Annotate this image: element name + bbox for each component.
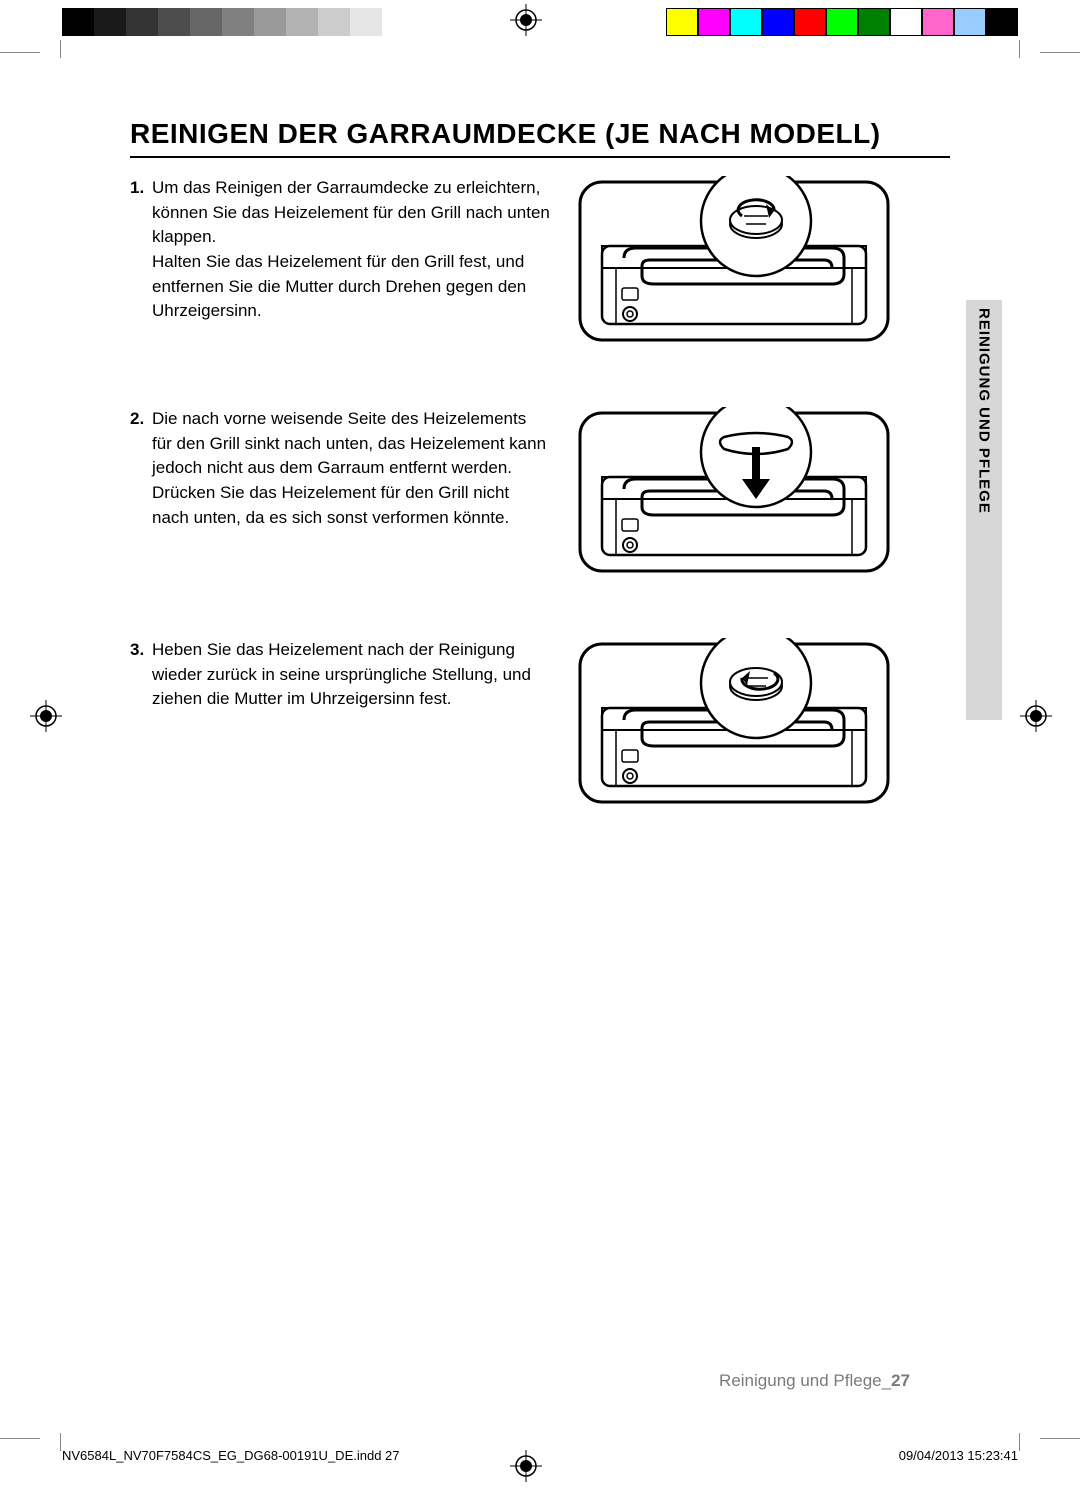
gray-swatch <box>286 8 318 36</box>
gray-swatch <box>382 8 414 36</box>
gray-swatch <box>222 8 254 36</box>
instruction-step: 1.Um das Reinigen der Garraumdecke zu er… <box>130 176 950 351</box>
instruction-step: 3.Heben Sie das Heizelement nach der Rei… <box>130 638 950 813</box>
imprint-date: 09/04/2013 15:23:41 <box>899 1448 1018 1463</box>
color-swatch <box>954 8 986 36</box>
step-text: Heben Sie das Heizelement nach der Reini… <box>152 638 550 712</box>
footer-section-label: Reinigung und Pflege_27 <box>719 1371 910 1391</box>
step-text: Um das Reinigen der Garraumdecke zu erle… <box>152 176 550 324</box>
color-swatch <box>858 8 890 36</box>
step-figure <box>574 176 894 351</box>
crop-mark <box>1019 40 1020 58</box>
page-title: REINIGEN DER GARRAUMDECKE (JE NACH MODEL… <box>130 118 950 158</box>
step-number: 3. <box>130 638 152 663</box>
step-figure <box>574 407 894 582</box>
step-number: 1. <box>130 176 152 201</box>
color-swatch <box>986 8 1018 36</box>
step-text: Die nach vorne weisende Seite des Heizel… <box>152 407 550 530</box>
registration-mark-icon <box>30 700 62 732</box>
color-swatch <box>730 8 762 36</box>
imprint-line: NV6584L_NV70F7584CS_EG_DG68-00191U_DE.in… <box>62 1448 1018 1463</box>
step-figure <box>574 638 894 813</box>
crop-mark <box>1040 1438 1080 1439</box>
gray-swatch <box>254 8 286 36</box>
crop-mark <box>0 1438 40 1439</box>
section-tab: REINIGUNG UND PFLEGE <box>966 300 1002 720</box>
gray-swatch <box>350 8 382 36</box>
crop-mark <box>60 1433 61 1451</box>
crop-mark <box>1019 1433 1020 1451</box>
crop-mark <box>0 52 40 53</box>
crop-mark <box>60 40 61 58</box>
gray-swatch <box>318 8 350 36</box>
gray-swatch <box>94 8 126 36</box>
imprint-file: NV6584L_NV70F7584CS_EG_DG68-00191U_DE.in… <box>62 1448 400 1463</box>
registration-mark-icon <box>510 4 542 36</box>
gray-swatch <box>158 8 190 36</box>
gray-swatch <box>126 8 158 36</box>
page: REINIGUNG UND PFLEGE REINIGEN DER GARRAU… <box>0 0 1080 1491</box>
color-swatch <box>762 8 794 36</box>
color-swatch <box>922 8 954 36</box>
registration-mark-icon <box>1020 700 1052 732</box>
color-swatch <box>698 8 730 36</box>
gray-swatch <box>190 8 222 36</box>
color-swatch <box>666 8 698 36</box>
color-swatch <box>794 8 826 36</box>
content-area: REINIGEN DER GARRAUMDECKE (JE NACH MODEL… <box>130 118 950 869</box>
gray-swatch <box>62 8 94 36</box>
step-number: 2. <box>130 407 152 432</box>
instruction-step: 2.Die nach vorne weisende Seite des Heiz… <box>130 407 950 582</box>
section-tab-label: REINIGUNG UND PFLEGE <box>976 308 993 514</box>
color-swatch <box>890 8 922 36</box>
crop-mark <box>1040 52 1080 53</box>
color-swatch <box>826 8 858 36</box>
